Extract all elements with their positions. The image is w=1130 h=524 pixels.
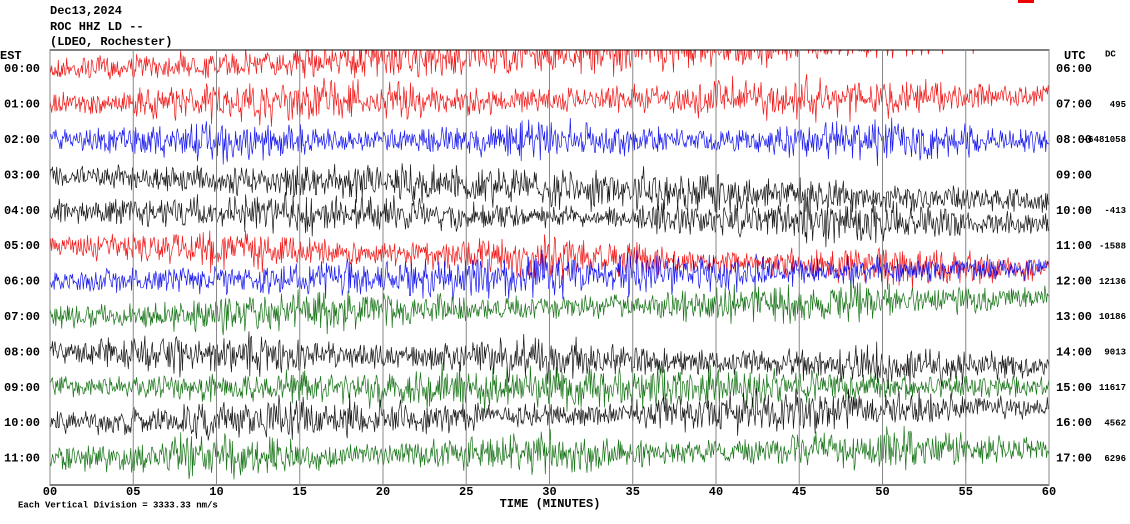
utc-hour: 13:00 (1056, 310, 1092, 324)
est-hour: 03:00 (4, 168, 40, 182)
est-hour: 10:00 (4, 416, 40, 430)
utc-hour: 07:00 (1056, 98, 1092, 112)
dc-value: 9013 (1104, 348, 1126, 358)
utc-hour: 14:00 (1056, 345, 1092, 359)
utc-hour: 17:00 (1056, 452, 1092, 466)
dc-value: 10186 (1099, 312, 1126, 322)
utc-hour: 08:00 (1056, 133, 1092, 147)
est-title: EST (0, 49, 22, 63)
dc-value: 6296 (1104, 454, 1126, 464)
x-tick-label: 45 (792, 485, 806, 499)
date: Dec13,2024 (50, 4, 122, 18)
est-hour: 11:00 (4, 452, 40, 466)
est-hour: 02:00 (4, 133, 40, 147)
x-tick-label: 60 (1042, 485, 1056, 499)
x-tick-label: 25 (459, 485, 473, 499)
est-hour: 06:00 (4, 275, 40, 289)
network: (LDEO, Rochester) (50, 35, 172, 49)
utc-hour: 15:00 (1056, 381, 1092, 395)
utc-hour: 10:00 (1056, 204, 1092, 218)
x-tick-label: 05 (126, 485, 140, 499)
dc-value: 4562 (1104, 418, 1126, 428)
dc-value: 11617 (1099, 383, 1126, 393)
dc-value: -6481058 (1083, 135, 1126, 145)
dc-title: DC (1105, 49, 1116, 59)
footer: Each Vertical Division = 3333.33 nm/s (18, 500, 218, 510)
est-hour: 08:00 (4, 345, 40, 359)
x-tick-label: 10 (209, 485, 223, 499)
dc-value: 495 (1110, 100, 1126, 110)
x-tick-label: 50 (875, 485, 889, 499)
utc-hour: 09:00 (1056, 168, 1092, 182)
dc-value: -413 (1104, 206, 1126, 216)
x-tick-label: 35 (626, 485, 640, 499)
utc-hour: 06:00 (1056, 62, 1092, 76)
marker (1018, 0, 1034, 3)
x-tick-label: 20 (376, 485, 390, 499)
dc-value: -1588 (1099, 241, 1126, 251)
dc-value: 12136 (1099, 277, 1126, 287)
x-tick-label: 55 (959, 485, 973, 499)
est-hour: 07:00 (4, 310, 40, 324)
utc-hour: 11:00 (1056, 239, 1092, 253)
x-tick-label: 00 (43, 485, 57, 499)
x-axis-title: TIME (MINUTES) (500, 497, 601, 511)
utc-hour: 12:00 (1056, 275, 1092, 289)
x-tick-label: 30 (542, 485, 556, 499)
x-tick-label: 15 (293, 485, 307, 499)
x-tick-label: 40 (709, 485, 723, 499)
est-hour: 09:00 (4, 381, 40, 395)
est-hour: 01:00 (4, 98, 40, 112)
est-hour: 05:00 (4, 239, 40, 253)
est-hour: 04:00 (4, 204, 40, 218)
est-hour: 00:00 (4, 62, 40, 76)
station: ROC HHZ LD -- (50, 20, 144, 34)
utc-title: UTC (1064, 49, 1086, 63)
utc-hour: 16:00 (1056, 416, 1092, 430)
